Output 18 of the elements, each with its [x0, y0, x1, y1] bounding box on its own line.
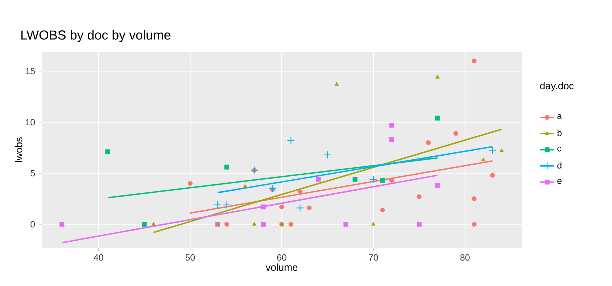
- y-tick-label: 15: [26, 68, 36, 75]
- x-tick-label: 50: [186, 254, 196, 261]
- legend-label: e: [558, 179, 562, 184]
- legend-label: b: [558, 130, 562, 136]
- x-tick-label: 70: [369, 254, 378, 261]
- x-axis-title: volume: [266, 264, 298, 272]
- x-tick-label: 80: [460, 254, 470, 261]
- y-tick-label: 5: [30, 170, 36, 177]
- y-tick-label: 0: [30, 221, 36, 228]
- y-axis-title: lwobs: [15, 138, 23, 162]
- y-tick-label: 10: [26, 119, 36, 126]
- legend-title: day.doc: [540, 82, 574, 92]
- legend-label: d: [558, 162, 562, 169]
- x-tick-label: 60: [277, 254, 287, 261]
- legend-label: a: [558, 114, 562, 120]
- legend-label: c: [558, 146, 562, 152]
- chart-title: LWOBS by doc by volume: [22, 30, 171, 42]
- x-tick-label: 40: [94, 254, 104, 261]
